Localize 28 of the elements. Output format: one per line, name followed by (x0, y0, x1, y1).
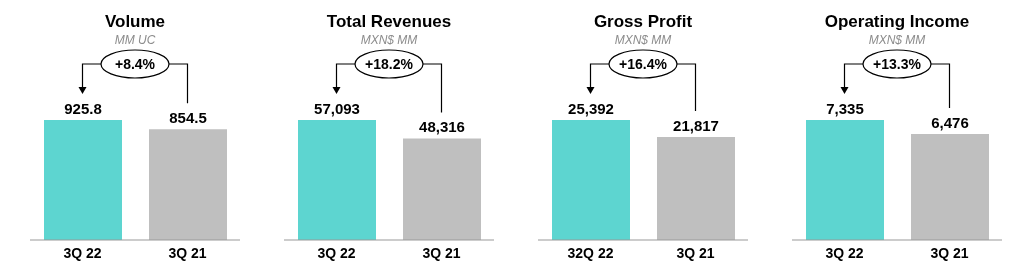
data-label: 48,316 (419, 118, 465, 136)
x-tick-label: 3Q 21 (676, 244, 715, 261)
chart-subtitle: MXN$ MM (359, 33, 419, 47)
chart-title: Total Revenues (325, 12, 453, 32)
text: +8.4% (114, 56, 156, 72)
text: +13.3% (873, 56, 922, 72)
x-tick-label: 3Q 22 (63, 244, 102, 261)
x-tick-label: 3Q 21 (168, 244, 207, 261)
data-label: 854.5 (169, 109, 207, 127)
data-label: 21,817 (673, 116, 719, 134)
chart-title: Gross Profit (592, 12, 694, 32)
text: +16.4% (619, 56, 668, 72)
data-label: 6,476 (931, 114, 969, 132)
x-tick-label: 3Q 22 (825, 244, 864, 261)
chart-subtitle: MXN$ MM (613, 33, 673, 47)
data-label: 925.8 (64, 100, 102, 117)
x-tick-label: 3Q 21 (422, 244, 461, 261)
x-tick-label: 32Q 22 (567, 244, 614, 261)
chart-subtitle: MXN$ MM (867, 33, 927, 47)
x-tick-label: 3Q 22 (317, 244, 356, 261)
data-label: 25,392 (568, 100, 614, 117)
chart-title: Volume (103, 12, 167, 32)
x-tick-label: 3Q 21 (930, 244, 969, 261)
data-label: 57,093 (314, 100, 360, 117)
data-label: 7,335 (826, 100, 864, 117)
chart-title: Operating Income (823, 12, 971, 32)
text: +18.2% (365, 56, 414, 72)
chart-subtitle: MM UC (113, 33, 157, 47)
